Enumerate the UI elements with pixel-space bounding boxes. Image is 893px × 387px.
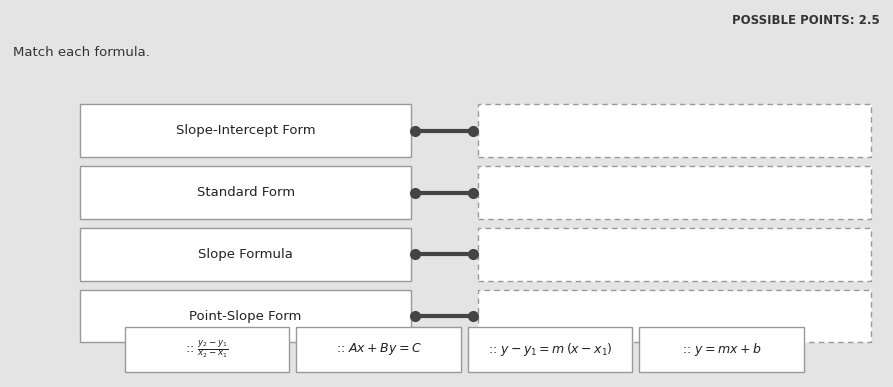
FancyBboxPatch shape bbox=[478, 104, 871, 157]
FancyBboxPatch shape bbox=[125, 327, 289, 372]
FancyBboxPatch shape bbox=[639, 327, 804, 372]
Text: :: $\frac{y_2-y_1}{x_2-x_1}$: :: $\frac{y_2-y_1}{x_2-x_1}$ bbox=[185, 339, 230, 360]
Text: Match each formula.: Match each formula. bbox=[13, 46, 150, 60]
FancyBboxPatch shape bbox=[80, 166, 411, 219]
Text: POSSIBLE POINTS: 2.5: POSSIBLE POINTS: 2.5 bbox=[732, 14, 880, 27]
FancyBboxPatch shape bbox=[478, 290, 871, 342]
FancyBboxPatch shape bbox=[80, 228, 411, 281]
Text: :: $y-y_1=m\,(x-x_1)$: :: $y-y_1=m\,(x-x_1)$ bbox=[488, 341, 613, 358]
FancyBboxPatch shape bbox=[478, 166, 871, 219]
FancyBboxPatch shape bbox=[478, 228, 871, 281]
FancyBboxPatch shape bbox=[296, 327, 461, 372]
Text: :: $Ax+By=C$: :: $Ax+By=C$ bbox=[336, 341, 421, 357]
Text: Point-Slope Form: Point-Slope Form bbox=[189, 310, 302, 323]
Text: Slope-Intercept Form: Slope-Intercept Form bbox=[176, 124, 315, 137]
FancyBboxPatch shape bbox=[80, 290, 411, 342]
Text: :: $y=mx+b$: :: $y=mx+b$ bbox=[682, 341, 761, 358]
FancyBboxPatch shape bbox=[80, 104, 411, 157]
Text: Slope Formula: Slope Formula bbox=[198, 248, 293, 261]
Text: Standard Form: Standard Form bbox=[196, 186, 295, 199]
FancyBboxPatch shape bbox=[468, 327, 632, 372]
